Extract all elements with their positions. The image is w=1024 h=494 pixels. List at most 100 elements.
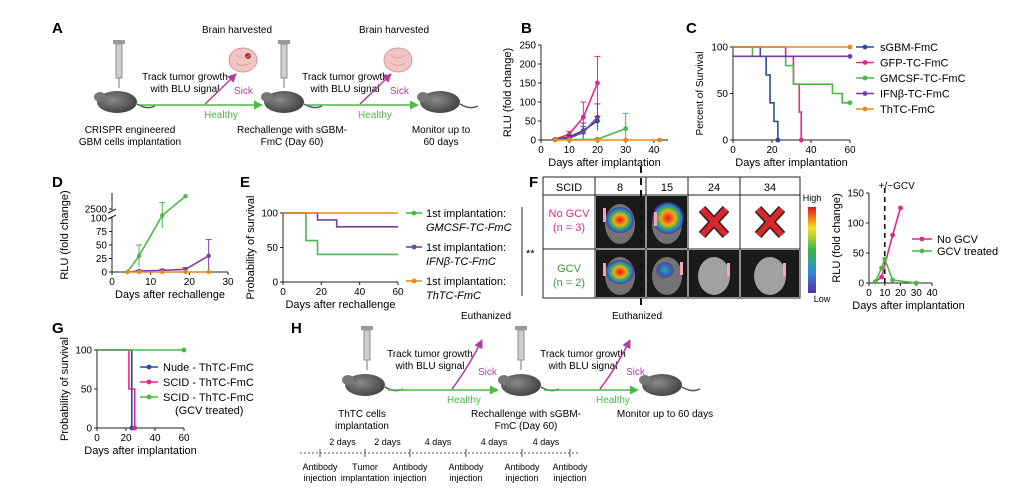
row-label-no-gcv: No GCV	[549, 208, 591, 220]
legend-label: sGBM-FmC	[880, 42, 938, 54]
legend-label: 1st implantation:	[426, 242, 506, 254]
legend-label: (GCV treated)	[175, 405, 243, 417]
data-point	[872, 279, 878, 285]
series-end-marker	[847, 44, 853, 50]
series-line-2	[555, 116, 599, 141]
series-end-marker	[798, 137, 804, 143]
timeline-event-label: injection	[303, 473, 336, 483]
mouse-icon	[417, 91, 479, 113]
timeline-event-label: Antibody	[552, 462, 588, 472]
axis-break	[107, 208, 117, 214]
x-tick-label: 0	[538, 145, 544, 156]
legend-label: ThTC-FmC	[880, 104, 935, 116]
sick-label: Sick	[626, 367, 646, 378]
y-tick-label: 200	[519, 60, 536, 71]
track-growth-label: with BLU signal	[395, 361, 465, 372]
x-tick-label: 0	[280, 287, 286, 298]
y-tick-label: 75	[96, 227, 108, 238]
legend-marker	[862, 75, 868, 81]
data-point	[206, 269, 211, 275]
legend-label: 1st implantation:	[426, 208, 506, 220]
legend-marker	[146, 379, 152, 385]
y-tick-label: 0	[722, 136, 728, 147]
series-end-marker	[847, 53, 853, 59]
panel-f-imaging-grid: SCID 8 15 24 34 No GCV (n = 3) GCV (n = …	[542, 166, 831, 310]
y-tick-label: 100	[261, 209, 278, 220]
data-point	[882, 256, 888, 262]
y-axis-label: Percent of Survival	[695, 52, 706, 136]
caption-crispr: CRISPR engineered	[85, 125, 176, 136]
color-scale-bar	[808, 207, 816, 293]
data-point	[183, 194, 188, 199]
data-point	[595, 137, 600, 143]
x-tick-label: 10	[564, 145, 576, 156]
legend-marker	[862, 44, 868, 50]
scale-high-label: High	[803, 193, 822, 203]
x-axis-label: Days after implantation	[852, 300, 965, 312]
syringe-icon	[361, 326, 373, 370]
y-tick-label: 100	[75, 346, 92, 357]
row-label-no-gcv-n: (n = 3)	[553, 222, 585, 234]
panel-a-schematic: Brain harvested Brain harvested Track tu…	[79, 25, 479, 148]
data-point	[879, 265, 884, 271]
x-tick-label: 30	[620, 145, 632, 156]
mouse-icon	[639, 374, 701, 396]
gcv-annotation: +/−GCV	[879, 181, 915, 192]
caption-rechallenge: FmC (Day 60)	[261, 137, 324, 148]
healthy-label: Healthy	[204, 110, 238, 121]
y-tick-label: 150	[519, 79, 536, 90]
timeline-event-label: Antibody	[504, 462, 540, 472]
series-end-marker	[181, 347, 187, 353]
y-tick-label: 2500	[85, 205, 108, 216]
brain-harvested-label: Brain harvested	[359, 25, 429, 36]
y-axis-label: Probability of survival	[245, 196, 257, 300]
y-tick-label: 0	[858, 279, 864, 290]
sick-label: Sick	[478, 367, 498, 378]
caption-monitor: Monitor up to 60 days	[617, 409, 713, 420]
series-line-2	[733, 46, 850, 104]
data-point	[623, 126, 629, 131]
x-tick-label: 30	[911, 288, 923, 299]
x-tick-label: 0	[866, 288, 872, 299]
legend-marker	[411, 210, 417, 216]
y-tick-label: 100	[519, 98, 536, 109]
timeline-event-label: Tumor	[352, 462, 378, 472]
mouse-icon	[94, 91, 156, 113]
timeline-interval-label: 2 days	[374, 437, 401, 447]
x-tick-label: 0	[730, 145, 736, 156]
y-tick-label: 50	[96, 241, 108, 252]
timeline-event-label: Antibody	[392, 462, 428, 472]
y-tick-label: 0	[272, 278, 278, 289]
series-line-1	[733, 46, 803, 140]
x-axis-label: Days after rechallenge	[285, 299, 395, 311]
x-axis-label: Days after implantation	[548, 157, 661, 169]
sick-arrow	[359, 73, 392, 105]
track-growth-label: Track tumor growth	[142, 72, 228, 83]
track-growth-label: Track tumor growth	[302, 72, 388, 83]
sick-label: Sick	[390, 86, 410, 97]
cross-icon	[754, 205, 786, 239]
legend-label: GCV treated	[937, 246, 998, 258]
legend-label: GMCSF-TC-FmC	[426, 222, 512, 234]
legend-marker	[146, 394, 152, 400]
track-growth-label: Track tumor growth	[387, 349, 473, 360]
track-growth-label: Track tumor growth	[540, 349, 626, 360]
x-axis-label: Days after implantation	[84, 445, 197, 457]
grid-header-scid: SCID	[556, 182, 582, 194]
y-tick-label: 100	[847, 219, 864, 230]
panel-label-e: E	[240, 174, 250, 191]
timeline: Antibody injection 2 days Tumorimplantation…	[302, 437, 588, 483]
timeline-event-label: implantation	[341, 473, 390, 483]
series-line-0	[97, 349, 133, 428]
x-tick-label: 10	[879, 288, 891, 299]
data-point	[623, 137, 629, 143]
panel-label-d: D	[52, 174, 63, 191]
y-tick-label: 150	[847, 189, 864, 200]
chart-e: 0 20 40 60 0 50 100 Days after rechallenge Proba…	[245, 196, 535, 311]
x-axis-label: Days after implantation	[735, 157, 848, 169]
x-tick-label: 40	[648, 145, 660, 156]
legend-marker	[919, 236, 925, 242]
syringe-icon	[113, 40, 125, 88]
legend-marker	[862, 60, 868, 65]
